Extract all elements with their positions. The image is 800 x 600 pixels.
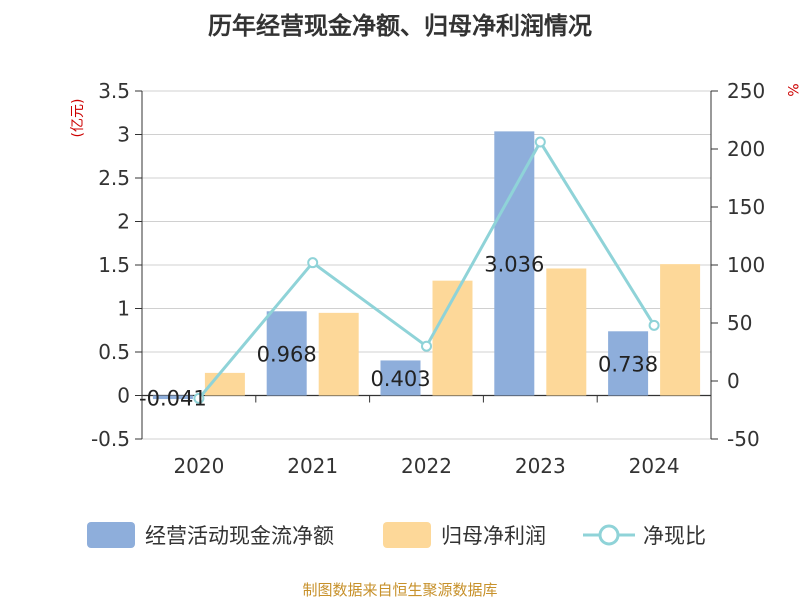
- category-label: 2021: [287, 454, 338, 478]
- left-axis-unit: (亿元): [70, 99, 86, 138]
- category-label: 2020: [173, 454, 224, 478]
- chart-title: 历年经营现金净额、归母净利润情况: [208, 12, 592, 40]
- data-label-cashflow: 0.968: [257, 342, 317, 366]
- right-axis-tick-label: 0: [727, 369, 740, 393]
- bar-cashflow[interactable]: [152, 395, 193, 400]
- legend-marker-ratio[interactable]: [598, 524, 620, 546]
- ratio-point[interactable]: [193, 392, 205, 404]
- bar-cashflow[interactable]: [380, 360, 421, 396]
- right-axis-tick-label: 150: [727, 195, 765, 219]
- legend-swatch-cashflow[interactable]: [87, 522, 135, 548]
- bar-net-profit[interactable]: [318, 312, 359, 396]
- right-axis-unit: %: [784, 83, 800, 96]
- right-axis-tick-label: 200: [727, 137, 765, 161]
- right-axis-tick-label: -50: [727, 427, 760, 451]
- source-note: 制图数据来自恒生聚源数据库: [302, 581, 497, 599]
- data-label-cashflow: 3.036: [484, 252, 544, 276]
- label-layer: -0.041 0.968 0.403 3.036 0.738: [139, 252, 658, 410]
- left-axis-tick-label: 2.5: [98, 166, 130, 190]
- legend-label-ratio[interactable]: 净现比: [643, 524, 706, 548]
- ratio-point[interactable]: [534, 136, 546, 148]
- right-axis-tick-label: 250: [727, 79, 765, 103]
- data-label-cashflow: -0.041: [139, 386, 207, 410]
- ratio-point[interactable]: [648, 319, 660, 331]
- left-axis-tick-label: 0.5: [98, 340, 130, 364]
- bar-cashflow[interactable]: [494, 131, 535, 396]
- category-label: 2024: [629, 454, 680, 478]
- right-axis-tick-label: 100: [727, 253, 765, 277]
- legend: 经营活动现金流净额 归母净利润 净现比: [87, 522, 706, 548]
- bar-cashflow[interactable]: [266, 311, 307, 396]
- left-axis-tick-label: 0: [117, 384, 130, 408]
- ratio-point[interactable]: [421, 340, 432, 352]
- ratio-point[interactable]: [307, 257, 319, 269]
- left-axis-tick-label: 3: [117, 123, 130, 147]
- legend-swatch-net-profit[interactable]: [383, 522, 431, 548]
- category-label: 2023: [515, 454, 566, 478]
- left-axis-tick-label: 1: [117, 297, 130, 321]
- bar-cashflow[interactable]: [608, 331, 649, 396]
- left-axis-tick-label: 2: [117, 210, 130, 234]
- bar-net-profit[interactable]: [660, 264, 701, 396]
- left-axis-tick-label: 3.5: [98, 79, 130, 103]
- right-axis-tick-label: 50: [727, 311, 752, 335]
- axis-layer: -0.5 0 0.5 1 1.5 2 2.5 3 3.5 -50 0 50 100 150 200 250 20…: [91, 79, 765, 478]
- bar-net-profit[interactable]: [546, 268, 587, 396]
- left-axis-tick-label: -0.5: [91, 427, 130, 451]
- category-label: 2022: [401, 454, 452, 478]
- legend-label-cashflow[interactable]: 经营活动现金流净额: [145, 524, 334, 548]
- legend-label-net-profit[interactable]: 归母净利润: [441, 524, 546, 548]
- left-axis-tick-label: 1.5: [98, 253, 130, 277]
- data-label-cashflow: 0.403: [370, 367, 430, 391]
- line-layer: [193, 136, 660, 404]
- bar-layer: [152, 131, 701, 400]
- data-label-cashflow: 0.738: [598, 352, 658, 376]
